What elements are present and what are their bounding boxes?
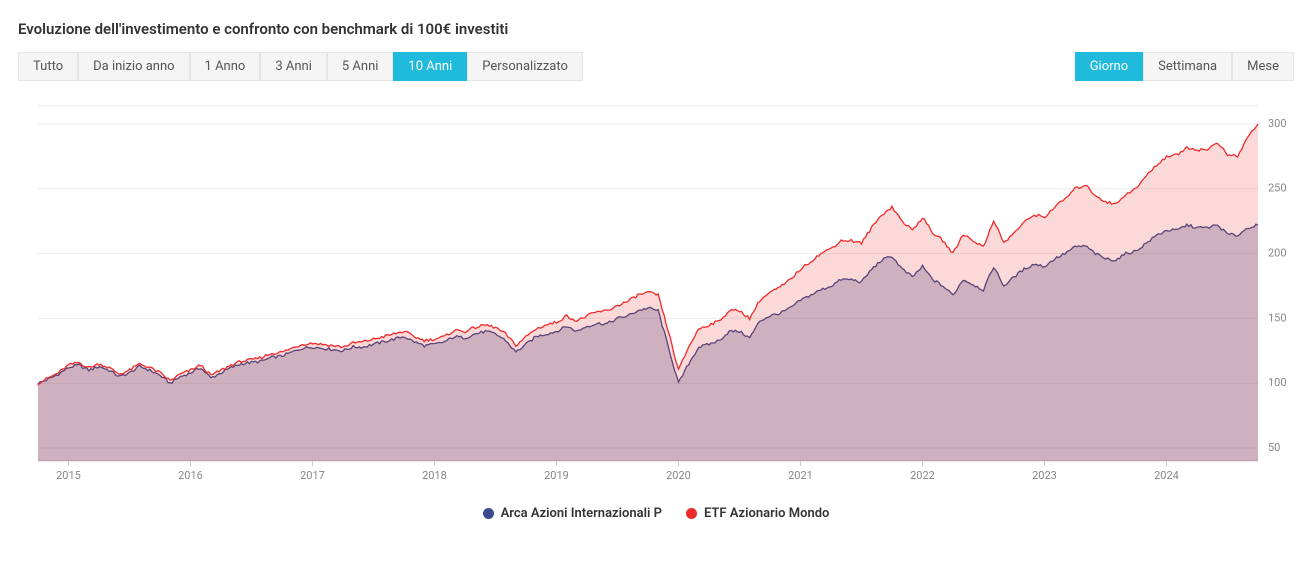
xtick-label: 2023 xyxy=(1032,469,1057,482)
range-button-4[interactable]: 5 Anni xyxy=(327,52,394,81)
range-button-0[interactable]: Tutto xyxy=(18,52,78,81)
chart-legend: Arca Azioni Internazionali P ETF Azionari… xyxy=(18,506,1294,521)
xtick-label: 2018 xyxy=(422,469,447,482)
xtick-label: 2022 xyxy=(910,469,935,482)
range-button-3[interactable]: 3 Anni xyxy=(260,52,327,81)
ytick-label: 100 xyxy=(1268,376,1287,389)
chart-title: Evoluzione dell'investimento e confronto… xyxy=(18,20,1294,38)
legend-item-1[interactable]: ETF Azionario Mondo xyxy=(686,506,829,521)
range-button-group: TuttoDa inizio anno1 Anno3 Anni5 Anni10 … xyxy=(18,52,583,81)
xtick-label: 2020 xyxy=(666,469,691,482)
legend-dot-icon xyxy=(686,508,697,519)
freq-button-group: GiornoSettimanaMese xyxy=(1075,52,1294,81)
series-area-1 xyxy=(38,124,1258,461)
legend-label: Arca Azioni Internazionali P xyxy=(501,506,662,521)
chart-container: 50 100 150 200 250 300 2015 2016 2017 2018 2019 202… xyxy=(18,101,1294,496)
xtick-label: 2021 xyxy=(788,469,813,482)
range-button-6[interactable]: Personalizzato xyxy=(467,52,583,81)
freq-button-0[interactable]: Giorno xyxy=(1075,52,1143,81)
ytick-label: 300 xyxy=(1268,117,1287,130)
legend-item-0[interactable]: Arca Azioni Internazionali P xyxy=(483,506,662,521)
xtick-label: 2016 xyxy=(178,469,203,482)
ytick-label: 250 xyxy=(1268,182,1287,195)
chart-controls: TuttoDa inizio anno1 Anno3 Anni5 Anni10 … xyxy=(18,52,1294,81)
ytick-label: 50 xyxy=(1268,441,1280,454)
range-button-5[interactable]: 10 Anni xyxy=(393,52,467,81)
legend-label: ETF Azionario Mondo xyxy=(704,506,829,521)
range-button-2[interactable]: 1 Anno xyxy=(190,52,261,81)
xtick-label: 2024 xyxy=(1154,469,1179,482)
ytick-label: 150 xyxy=(1268,311,1287,324)
range-button-1[interactable]: Da inizio anno xyxy=(78,52,189,81)
freq-button-1[interactable]: Settimana xyxy=(1143,52,1232,81)
xtick-label: 2019 xyxy=(544,469,569,482)
freq-button-2[interactable]: Mese xyxy=(1232,52,1294,81)
xtick-label: 2015 xyxy=(56,469,81,482)
line-chart: 50 100 150 200 250 300 2015 2016 2017 2018 2019 202… xyxy=(18,101,1294,496)
xtick-label: 2017 xyxy=(300,469,325,482)
ytick-label: 200 xyxy=(1268,246,1287,259)
legend-dot-icon xyxy=(483,508,494,519)
